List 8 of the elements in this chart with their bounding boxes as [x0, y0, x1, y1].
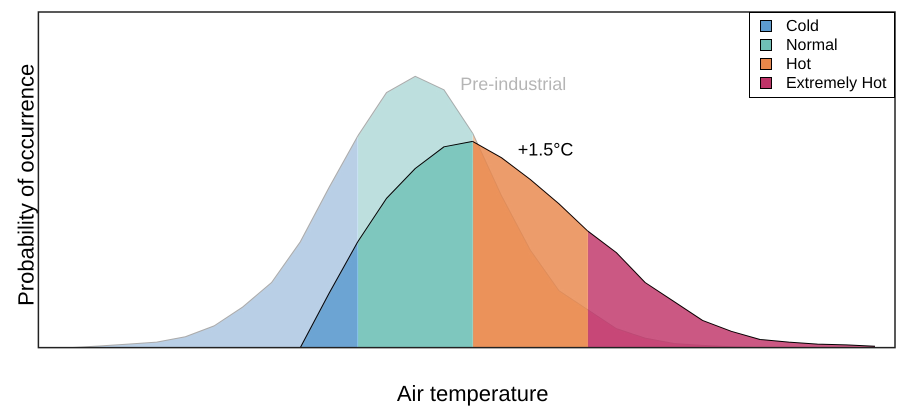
legend-label: Extremely Hot	[786, 75, 886, 92]
legend-label: Normal	[786, 37, 838, 54]
y-axis-title: Probability of occurrence	[13, 64, 38, 306]
legend-label: Cold	[786, 18, 819, 35]
annotation: Pre-industrial	[460, 74, 566, 94]
annotation: +1.5°C	[518, 139, 574, 160]
x-axis-title: Air temperature	[396, 380, 549, 406]
legend-label: Hot	[786, 56, 811, 73]
